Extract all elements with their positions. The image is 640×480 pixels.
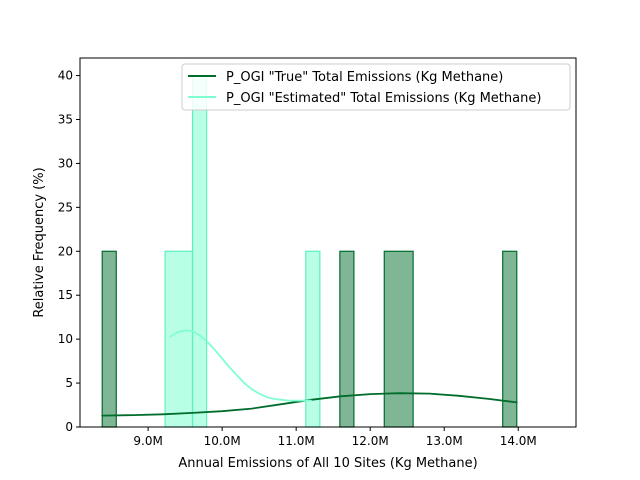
- x-tick-label: 14.0M: [500, 434, 537, 448]
- y-tick-label: 40: [58, 69, 73, 83]
- y-tick-label: 25: [58, 200, 73, 214]
- y-tick-label: 30: [58, 156, 73, 170]
- histogram-bar-estimated-1: [191, 74, 208, 428]
- y-axis-label: Relative Frequency (%): [32, 167, 47, 317]
- histogram-bar-estimated-0: [164, 250, 194, 428]
- x-axis: 9.0M 10.0M 11.0M 12.0M 13.0M 14.0M: [133, 427, 537, 448]
- y-tick-label: 35: [58, 113, 73, 127]
- legend-label: P_OGI "True" Total Emissions (Kg Methane…: [226, 70, 503, 85]
- histogram-bar-true-0: [101, 250, 117, 428]
- y-axis: 0 5 10 15 20 25 30 35 40: [58, 69, 80, 434]
- kde-layer: [101, 329, 518, 417]
- bars-layer: [101, 74, 518, 428]
- y-tick-label: 20: [58, 244, 73, 258]
- legend-label: P_OGI "Estimated" Total Emissions (Kg Me…: [226, 91, 541, 106]
- y-tick-label: 10: [58, 332, 73, 346]
- legend-box: [181, 63, 571, 111]
- y-tick-label: 0: [65, 420, 73, 434]
- x-tick-label: 11.0M: [278, 434, 315, 448]
- histogram-bar-true-1: [339, 250, 355, 428]
- histogram-bar-true-2: [383, 250, 414, 428]
- x-tick-label: 13.0M: [426, 434, 463, 448]
- legend: P_OGI "True" Total Emissions (Kg Methane…: [181, 63, 571, 111]
- x-tick-label: 12.0M: [352, 434, 389, 448]
- x-tick-label: 9.0M: [133, 434, 162, 448]
- y-tick-label: 5: [65, 376, 73, 390]
- x-axis-label: Annual Emissions of All 10 Sites (Kg Met…: [178, 456, 477, 471]
- plot-frame: [79, 57, 577, 428]
- x-tick-label: 10.0M: [204, 434, 241, 448]
- y-tick-label: 15: [58, 288, 73, 302]
- kde-line-estimated: [169, 329, 312, 402]
